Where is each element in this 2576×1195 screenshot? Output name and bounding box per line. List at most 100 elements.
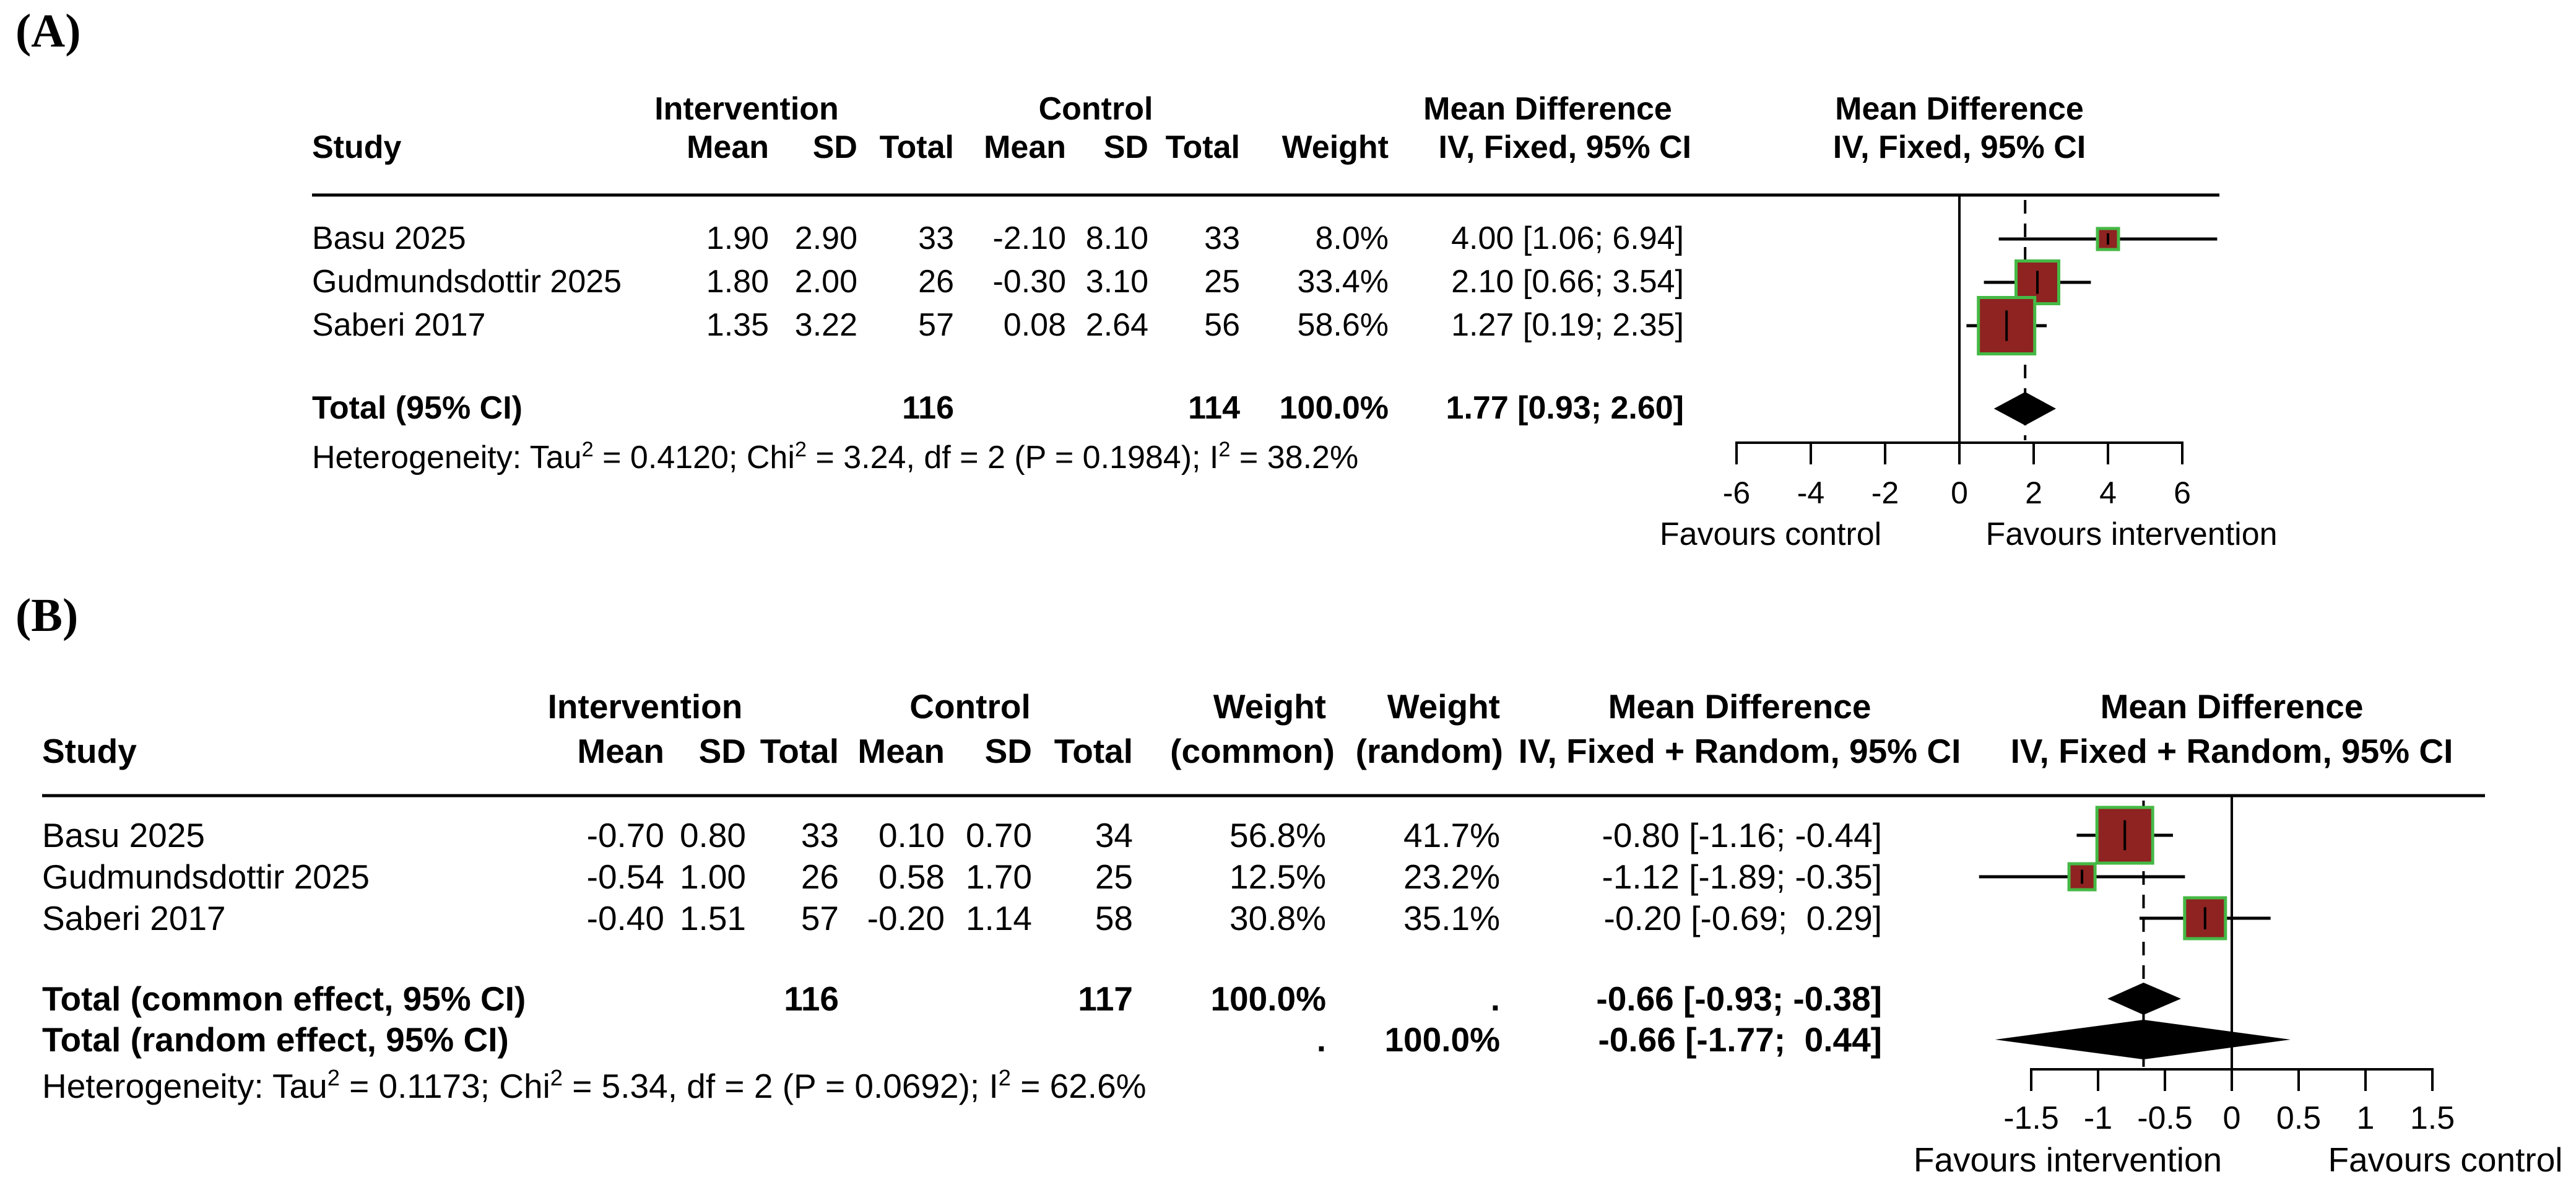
cell-md_label: -0.80 [-1.16; -0.44]	[1602, 816, 1883, 854]
col-header-md-title: Mean Difference	[1423, 91, 1672, 127]
cell-md_label: -0.20 [-0.69; 0.29]	[1603, 899, 1882, 937]
cell-weight_common: 12.5%	[1229, 858, 1326, 896]
col-header-control-mean: Mean	[857, 732, 945, 770]
cell-i_sd: 1.51	[679, 899, 746, 937]
favours-right-label: Favours intervention	[1985, 516, 2277, 552]
heterogeneity-text: = 62.6%	[1010, 1067, 1147, 1105]
col-header-weight-random-sub: (random)	[1355, 732, 1503, 770]
axis-tick-label: -1.5	[2003, 1100, 2059, 1136]
col-header-intervention-total: Total	[760, 732, 839, 770]
superscript-2: 2	[794, 438, 807, 462]
cell-i_sd: 1.00	[679, 858, 746, 896]
cell-i_mean: 1.90	[706, 220, 769, 256]
cell-weight_random: 35.1%	[1403, 899, 1500, 937]
cell-weight: 8.0%	[1315, 220, 1389, 256]
cell-c_sd: 2.64	[1085, 307, 1148, 343]
col-header-weight: Weight	[1281, 129, 1389, 165]
favours-left-label: Favours control	[1660, 516, 1881, 552]
cell-c_sd: 1.14	[965, 899, 1032, 937]
plot-header-ci: IV, Fixed, 95% CI	[1832, 129, 2086, 165]
cell-i_total: 33	[800, 816, 839, 854]
total-cell-weight_random: .	[1490, 980, 1500, 1018]
cell-weight_common: 30.8%	[1229, 899, 1326, 937]
cell-i_total: 33	[918, 220, 954, 256]
cell-study: Saberi 2017	[42, 899, 226, 937]
axis-tick-label: -4	[1797, 476, 1824, 510]
cell-study: Basu 2025	[42, 816, 205, 854]
superscript-2: 2	[581, 438, 594, 462]
cell-c_sd: 8.10	[1085, 220, 1148, 256]
axis-tick-label: -6	[1723, 476, 1750, 510]
heterogeneity-text: = 3.24, df = 2 (P = 0.1984); I	[806, 440, 1219, 476]
cell-i_mean: 1.80	[706, 264, 769, 300]
cell-i_sd: 2.90	[794, 220, 857, 256]
total-cell-md_label: -0.66 [-0.93; -0.38]	[1596, 980, 1882, 1018]
axis-tick-label: -1	[2084, 1100, 2112, 1136]
cell-study: Gudmundsdottir 2025	[42, 858, 370, 896]
cell-md_label: 1.27 [0.19; 2.35]	[1451, 307, 1684, 343]
cell-c_mean: 0.08	[1003, 307, 1066, 343]
pooled-diamond	[1995, 1020, 2291, 1059]
total-cell-md_label: 1.77 [0.93; 2.60]	[1446, 390, 1684, 426]
heterogeneity-note: Heterogeneity: Tau2 = 0.1173; Chi2 = 5.3…	[42, 1065, 1147, 1105]
col-header-intervention-total: Total	[879, 129, 954, 165]
total-cell-i_total: 116	[784, 980, 839, 1018]
superscript-2: 2	[550, 1065, 563, 1091]
col-header-control-sd: SD	[984, 732, 1032, 770]
cell-i_sd: 2.00	[794, 264, 857, 300]
axis-tick-label: 0.5	[2276, 1100, 2321, 1136]
col-group-intervention: Intervention	[654, 91, 839, 127]
total-cell-md_label: -0.66 [-1.77; 0.44]	[1598, 1020, 1882, 1059]
heterogeneity-text: = 0.1173; Chi	[339, 1067, 550, 1105]
heterogeneity-note: Heterogeneity: Tau2 = 0.4120; Chi2 = 3.2…	[312, 438, 1358, 476]
total-cell-c_total: 114	[1188, 390, 1240, 426]
cell-weight: 33.4%	[1297, 264, 1389, 300]
col-header-study: Study	[312, 129, 402, 165]
col-header-md-title: Mean Difference	[1608, 687, 1871, 726]
total-cell-study: Total (common effect, 95% CI)	[42, 980, 526, 1018]
axis-tick-label: 0	[2223, 1100, 2241, 1136]
cell-md_label: 2.10 [0.66; 3.54]	[1451, 264, 1684, 300]
col-header-intervention-mean: Mean	[577, 732, 664, 770]
cell-c_total: 34	[1095, 816, 1133, 854]
cell-i_total: 26	[918, 264, 954, 300]
col-group-intervention: Intervention	[547, 687, 743, 726]
col-group-control: Control	[1038, 91, 1153, 127]
heterogeneity-text: = 5.34, df = 2 (P = 0.0692); I	[562, 1067, 999, 1105]
cell-i_total: 26	[800, 858, 839, 896]
superscript-2: 2	[998, 1065, 1011, 1091]
favours-right-label: Favours control	[2328, 1141, 2562, 1179]
total-cell-c_total: 117	[1078, 980, 1133, 1018]
axis-tick-label: 4	[2099, 476, 2117, 510]
favours-left-label: Favours intervention	[1914, 1141, 2222, 1179]
cell-c_total: 58	[1095, 899, 1133, 937]
col-group-control: Control	[909, 687, 1031, 726]
cell-c_sd: 0.70	[965, 816, 1032, 854]
col-header-ci: IV, Fixed + Random, 95% CI	[1518, 732, 1961, 770]
cell-c_total: 25	[1204, 264, 1240, 300]
col-header-control-total: Total	[1165, 129, 1240, 165]
cell-weight_random: 23.2%	[1403, 858, 1500, 896]
cell-c_mean: -2.10	[992, 220, 1066, 256]
plot-header-md-title: Mean Difference	[1835, 91, 2084, 127]
col-header-control-sd: SD	[1103, 129, 1148, 165]
heterogeneity-text: Heterogeneity: Tau	[42, 1067, 327, 1105]
cell-c_sd: 3.10	[1085, 264, 1148, 300]
cell-study: Gudmundsdottir 2025	[312, 264, 622, 300]
col-header-intervention-sd: SD	[698, 732, 746, 770]
axis-tick-label: -0.5	[2137, 1100, 2193, 1136]
cell-md_label: 4.00 [1.06; 6.94]	[1451, 220, 1684, 256]
total-cell-weight_common: .	[1316, 1020, 1326, 1059]
axis-tick-label: 6	[2174, 476, 2191, 510]
cell-i_sd: 3.22	[794, 307, 857, 343]
total-cell-study: Total (95% CI)	[312, 390, 523, 426]
cell-i_total: 57	[800, 899, 839, 937]
cell-c_mean: -0.30	[992, 264, 1066, 300]
cell-weight_random: 41.7%	[1403, 816, 1500, 854]
col-header-ci: IV, Fixed, 95% CI	[1438, 129, 1691, 165]
panel-b-label: (B)	[15, 589, 79, 641]
total-cell-i_total: 116	[902, 390, 954, 426]
plot-header-md-title: Mean Difference	[2100, 687, 2364, 726]
